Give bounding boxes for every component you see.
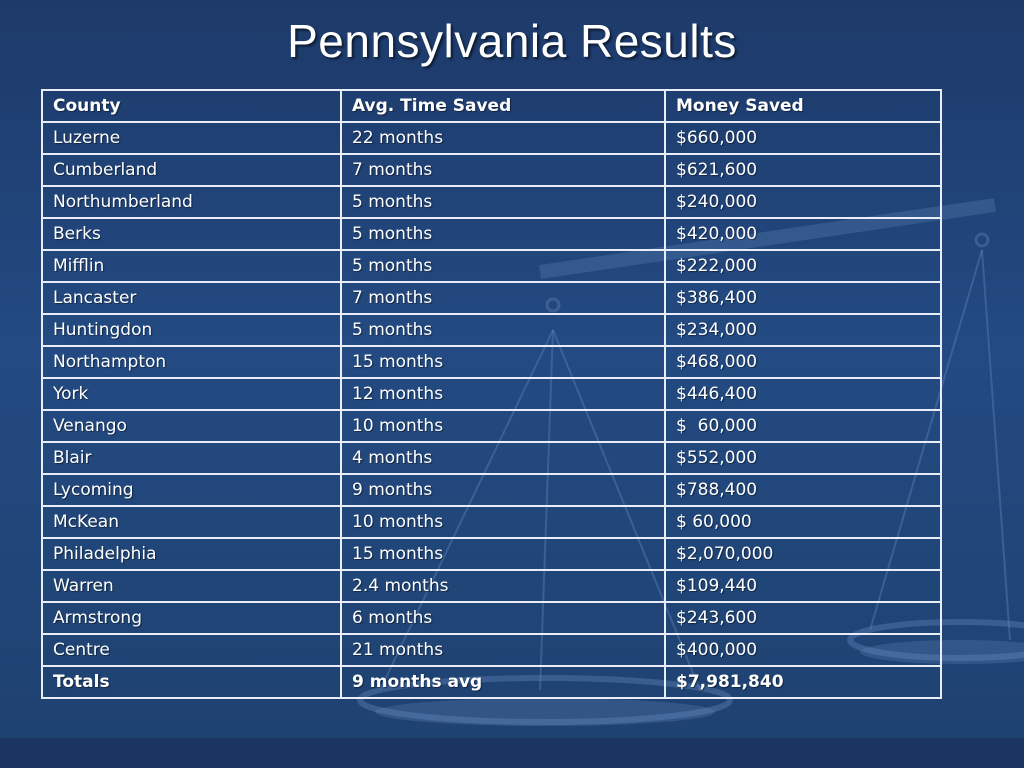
county-cell: McKean bbox=[41, 505, 342, 539]
time-saved-cell: 10 months bbox=[340, 409, 666, 443]
table-row: Lycoming 9 months $788,400 bbox=[41, 473, 942, 507]
time-saved-cell: 10 months bbox=[340, 505, 666, 539]
money-saved-cell: $109,440 bbox=[664, 569, 942, 603]
table-row: Warren 2.4 months $109,440 bbox=[41, 569, 942, 603]
county-cell: Blair bbox=[41, 441, 342, 475]
totals-label-cell: Totals bbox=[41, 665, 342, 699]
time-saved-cell: 22 months bbox=[340, 121, 666, 155]
table-row: York 12 months $446,400 bbox=[41, 377, 942, 411]
county-cell: Luzerne bbox=[41, 121, 342, 155]
footer-band bbox=[0, 738, 1024, 768]
table-row: Luzerne 22 months $660,000 bbox=[41, 121, 942, 155]
money-saved-cell: $222,000 bbox=[664, 249, 942, 283]
table-row: Northumberland 5 months $240,000 bbox=[41, 185, 942, 219]
time-saved-cell: 5 months bbox=[340, 313, 666, 347]
totals-row: Totals 9 months avg $7,981,840 bbox=[41, 665, 942, 699]
time-saved-cell: 2.4 months bbox=[340, 569, 666, 603]
results-table: County Avg. Time Saved Money Saved Luzer… bbox=[41, 89, 942, 699]
time-saved-cell: 12 months bbox=[340, 377, 666, 411]
table-row: Blair 4 months $552,000 bbox=[41, 441, 942, 475]
money-saved-cell: $468,000 bbox=[664, 345, 942, 379]
table-row: Armstrong 6 months $243,600 bbox=[41, 601, 942, 635]
county-cell: Mifflin bbox=[41, 249, 342, 283]
county-cell: Philadelphia bbox=[41, 537, 342, 571]
time-saved-cell: 4 months bbox=[340, 441, 666, 475]
money-saved-cell: $621,600 bbox=[664, 153, 942, 187]
time-saved-cell: 15 months bbox=[340, 345, 666, 379]
money-saved-cell: $2,070,000 bbox=[664, 537, 942, 571]
time-saved-cell: 15 months bbox=[340, 537, 666, 571]
county-cell: Berks bbox=[41, 217, 342, 251]
table-row: Northampton 15 months $468,000 bbox=[41, 345, 942, 379]
county-cell: Northumberland bbox=[41, 185, 342, 219]
money-saved-cell: $386,400 bbox=[664, 281, 942, 315]
table-row: Cumberland 7 months $621,600 bbox=[41, 153, 942, 187]
county-cell: York bbox=[41, 377, 342, 411]
totals-time-saved-cell: 9 months avg bbox=[340, 665, 666, 699]
county-cell: Northampton bbox=[41, 345, 342, 379]
time-saved-cell: 7 months bbox=[340, 281, 666, 315]
header-row: County Avg. Time Saved Money Saved bbox=[41, 89, 942, 123]
table-row: McKean 10 months $ 60,000 bbox=[41, 505, 942, 539]
time-saved-cell: 21 months bbox=[340, 633, 666, 667]
county-cell: Armstrong bbox=[41, 601, 342, 635]
county-cell: Lancaster bbox=[41, 281, 342, 315]
table-row: Venango 10 months $ 60,000 bbox=[41, 409, 942, 443]
county-cell: Cumberland bbox=[41, 153, 342, 187]
table-row: Lancaster 7 months $386,400 bbox=[41, 281, 942, 315]
table-row: Philadelphia 15 months $2,070,000 bbox=[41, 537, 942, 571]
time-saved-cell: 7 months bbox=[340, 153, 666, 187]
time-saved-cell: 6 months bbox=[340, 601, 666, 635]
table-row: Centre 21 months $400,000 bbox=[41, 633, 942, 667]
money-saved-cell: $400,000 bbox=[664, 633, 942, 667]
county-cell: Warren bbox=[41, 569, 342, 603]
money-saved-cell: $240,000 bbox=[664, 185, 942, 219]
money-saved-cell: $ 60,000 bbox=[664, 505, 942, 539]
table-row: Huntingdon 5 months $234,000 bbox=[41, 313, 942, 347]
money-saved-cell: $446,400 bbox=[664, 377, 942, 411]
money-saved-cell: $ 60,000 bbox=[664, 409, 942, 443]
time-saved-cell: 9 months bbox=[340, 473, 666, 507]
county-cell: Venango bbox=[41, 409, 342, 443]
money-saved-cell: $243,600 bbox=[664, 601, 942, 635]
county-cell: Lycoming bbox=[41, 473, 342, 507]
county-cell: Huntingdon bbox=[41, 313, 342, 347]
header-avg-time-saved: Avg. Time Saved bbox=[340, 89, 666, 123]
money-saved-cell: $660,000 bbox=[664, 121, 942, 155]
slide-title: Pennsylvania Results bbox=[287, 15, 737, 67]
time-saved-cell: 5 months bbox=[340, 217, 666, 251]
table-row: Berks 5 months $420,000 bbox=[41, 217, 942, 251]
header-money-saved: Money Saved bbox=[664, 89, 942, 123]
money-saved-cell: $420,000 bbox=[664, 217, 942, 251]
time-saved-cell: 5 months bbox=[340, 185, 666, 219]
county-cell: Centre bbox=[41, 633, 342, 667]
money-saved-cell: $552,000 bbox=[664, 441, 942, 475]
table-row: Mifflin 5 months $222,000 bbox=[41, 249, 942, 283]
header-county: County bbox=[41, 89, 342, 123]
money-saved-cell: $234,000 bbox=[664, 313, 942, 347]
time-saved-cell: 5 months bbox=[340, 249, 666, 283]
totals-money-saved-cell: $7,981,840 bbox=[664, 665, 942, 699]
money-saved-cell: $788,400 bbox=[664, 473, 942, 507]
